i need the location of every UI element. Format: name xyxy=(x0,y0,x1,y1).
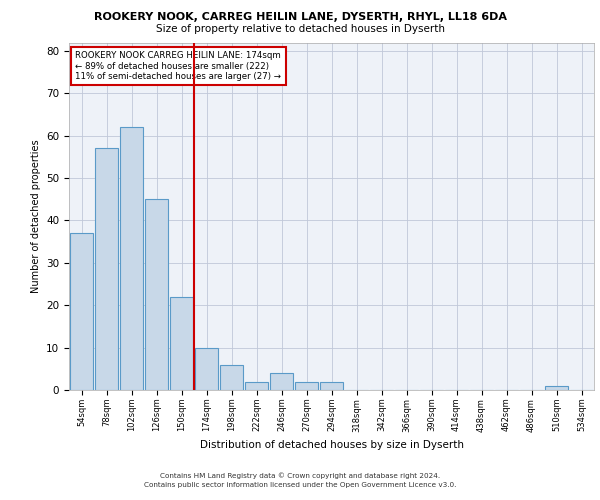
Bar xyxy=(545,386,568,390)
Text: Size of property relative to detached houses in Dyserth: Size of property relative to detached ho… xyxy=(155,24,445,34)
Text: ROOKERY NOOK CARREG HEILIN LANE: 174sqm
← 89% of detached houses are smaller (22: ROOKERY NOOK CARREG HEILIN LANE: 174sqm … xyxy=(76,51,281,81)
Bar xyxy=(145,200,169,390)
Bar xyxy=(194,348,218,390)
Bar xyxy=(70,233,94,390)
Text: ROOKERY NOOK, CARREG HEILIN LANE, DYSERTH, RHYL, LL18 6DA: ROOKERY NOOK, CARREG HEILIN LANE, DYSERT… xyxy=(94,12,506,22)
Text: Contains HM Land Registry data © Crown copyright and database right 2024.
Contai: Contains HM Land Registry data © Crown c… xyxy=(144,472,456,488)
Y-axis label: Number of detached properties: Number of detached properties xyxy=(31,140,41,293)
Bar xyxy=(95,148,118,390)
Bar xyxy=(220,364,244,390)
Bar xyxy=(269,373,293,390)
Bar xyxy=(320,382,343,390)
Bar xyxy=(119,128,143,390)
Bar xyxy=(245,382,268,390)
Bar xyxy=(170,297,193,390)
X-axis label: Distribution of detached houses by size in Dyserth: Distribution of detached houses by size … xyxy=(199,440,464,450)
Bar xyxy=(295,382,319,390)
